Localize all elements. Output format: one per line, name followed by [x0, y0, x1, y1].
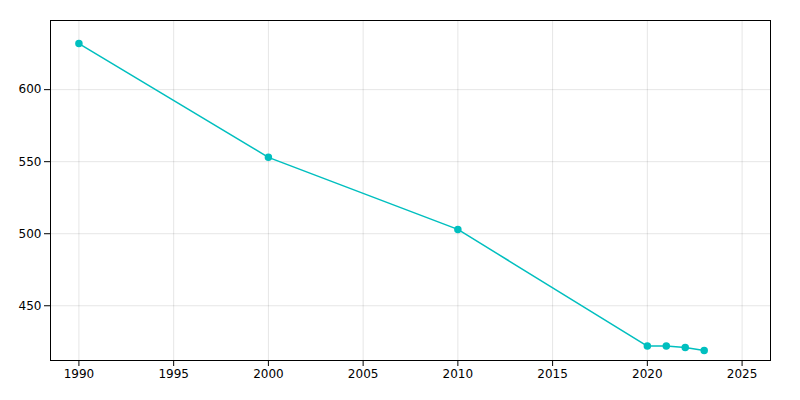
svg-text:2015: 2015 [537, 367, 568, 381]
svg-text:1990: 1990 [64, 367, 95, 381]
svg-text:2010: 2010 [443, 367, 474, 381]
svg-text:2025: 2025 [727, 367, 758, 381]
svg-text:2020: 2020 [632, 367, 663, 381]
svg-text:1995: 1995 [158, 367, 189, 381]
svg-text:500: 500 [19, 227, 42, 241]
svg-text:550: 550 [19, 155, 42, 169]
svg-text:450: 450 [19, 299, 42, 313]
svg-text:2000: 2000 [253, 367, 284, 381]
svg-text:600: 600 [19, 82, 42, 96]
svg-text:2005: 2005 [348, 367, 379, 381]
